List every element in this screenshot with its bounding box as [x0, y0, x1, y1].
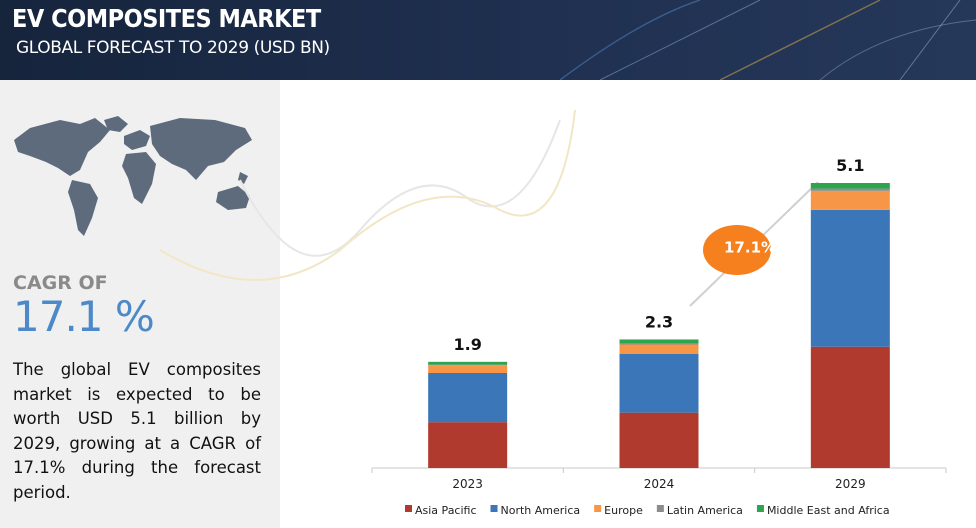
bar-segment [810, 209, 890, 347]
legend-swatch [756, 505, 764, 512]
legend-swatch [405, 505, 412, 512]
x-tick-label: 2024 [644, 477, 675, 491]
x-tick-label: 2023 [452, 477, 483, 491]
bar-segment [810, 190, 890, 210]
title: EV COMPOSITES MARKET [12, 4, 321, 33]
legend-label: Europe [604, 504, 643, 517]
bar-segment [619, 354, 699, 413]
cagr-bubble [703, 225, 771, 275]
bar-segment [428, 422, 508, 468]
cagr-value: 17.1 % [13, 292, 155, 341]
bar-segment [428, 361, 508, 365]
legend-swatch [594, 505, 602, 512]
bar-segment [619, 343, 699, 345]
total-label: 1.9 [453, 335, 481, 354]
header-decoration [559, 0, 976, 80]
bar-segment [810, 188, 890, 191]
legend-label: Asia Pacific [415, 504, 477, 517]
cagr-bubble-label: 17.1% [724, 239, 776, 257]
description: The global EV composites market is expec… [13, 360, 261, 502]
x-tick-label: 2029 [835, 477, 866, 491]
bar-segment [428, 364, 508, 366]
subtitle: GLOBAL FORECAST TO 2029 (USD BN) [16, 38, 330, 58]
cagr-heading: CAGR OF [13, 272, 108, 294]
legend-label: North America [501, 504, 581, 517]
total-label: 2.3 [645, 312, 673, 331]
legend-label: Latin America [667, 504, 743, 517]
total-label: 5.1 [836, 156, 864, 175]
legend-swatch [656, 505, 664, 512]
legend-label: Middle East and Africa [767, 504, 890, 517]
decor-curve [239, 119, 561, 257]
bar-segment [619, 344, 699, 354]
bar-segment [619, 412, 699, 468]
bar-segment [428, 365, 508, 373]
bar-segment [810, 346, 890, 468]
left-panel: CAGR OF 17.1 % The global EV composites … [0, 80, 280, 528]
bar-segment [428, 373, 508, 423]
decor-curve [159, 109, 576, 281]
legend-swatch [490, 505, 498, 512]
bar-segment [619, 339, 699, 344]
world-map [14, 116, 252, 236]
bar-segment [810, 183, 890, 189]
header: EV COMPOSITES MARKET GLOBAL FORECAST TO … [0, 0, 976, 80]
